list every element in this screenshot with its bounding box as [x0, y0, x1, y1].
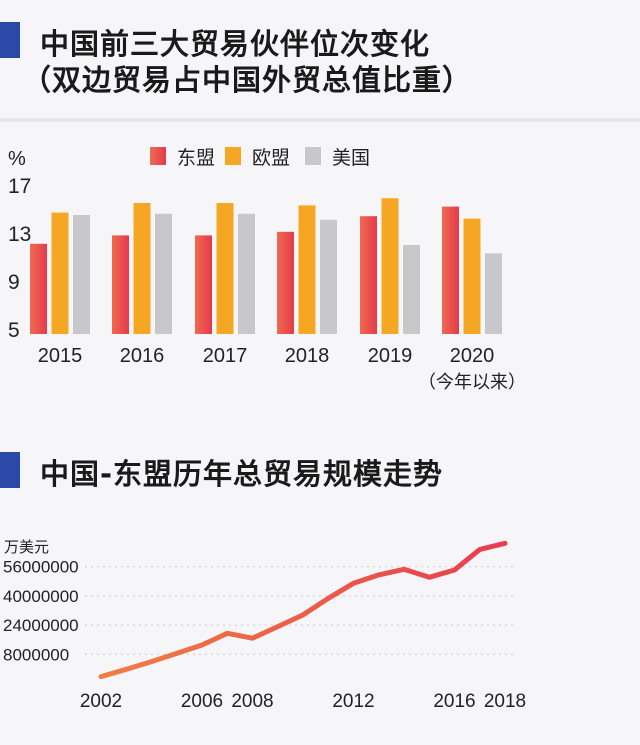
bar-chart: % 东盟 欧盟 美国 17 13 9 5 2015 2016 2017 2018 2019 2020…	[8, 147, 526, 392]
y-ticks: 56000000 40000000 24000000 8000000	[3, 558, 79, 665]
bar-2017-1	[216, 203, 234, 334]
bar-2020-2	[485, 253, 502, 334]
bar-2016-0	[112, 235, 129, 334]
y-tick-label: 8000000	[3, 645, 69, 664]
section1-title-line2: （双边贸易占中国外贸总值比重）	[22, 63, 473, 97]
x-tick-label: 2019	[368, 345, 413, 367]
bar-2019-0	[360, 216, 377, 334]
bar-2020-0	[442, 206, 459, 334]
y-tick-label: 5	[8, 319, 20, 342]
y-tick-label: 17	[8, 175, 31, 198]
gridlines	[85, 566, 513, 655]
y-tick-label: 9	[8, 271, 20, 294]
section1-title-line1: 中国前三大贸易伙伴位次变化	[40, 27, 431, 61]
x-tick-label: 2002	[80, 691, 122, 712]
y-tick-label: 24000000	[3, 616, 79, 635]
y-tick-label: 40000000	[3, 587, 79, 606]
x-tick-label: 2016	[433, 691, 475, 712]
y-axis-unit: %	[8, 148, 26, 170]
x-tick-label: 2015	[38, 345, 83, 367]
section1-marker	[0, 22, 20, 58]
divider	[0, 118, 640, 122]
section2-title: 中国-东盟历年总贸易规模走势	[40, 457, 444, 491]
bar-2019-2	[403, 245, 420, 334]
legend-label: 欧盟	[252, 147, 290, 169]
bar-2015-0	[30, 243, 47, 334]
y-axis-unit: 万美元	[4, 539, 49, 556]
x-tick-label: 2016	[120, 345, 165, 367]
bar-2019-1	[381, 198, 399, 334]
x-tick-label: 2012	[332, 691, 374, 712]
y-tick-label: 56000000	[3, 558, 79, 577]
x-tick-label: 2020	[450, 345, 495, 367]
x-tick-label: 2018	[285, 345, 330, 367]
bars	[30, 198, 502, 334]
line-series	[98, 540, 508, 680]
legend-label: 东盟	[177, 147, 215, 169]
bar-2015-1	[51, 212, 69, 334]
bar-2018-2	[320, 219, 337, 334]
x-tick-label: 2008	[231, 691, 273, 712]
bar-2015-2	[73, 215, 90, 334]
section2-marker	[0, 452, 20, 488]
bar-2018-0	[277, 231, 294, 334]
legend-swatch-1	[225, 147, 241, 165]
bar-2020-1	[463, 218, 481, 334]
bar-2018-1	[298, 205, 316, 334]
trade-line	[98, 540, 508, 680]
y-tick-label: 13	[8, 223, 31, 246]
bar-2017-0	[195, 235, 212, 334]
bar-2016-1	[133, 203, 151, 334]
bar-2017-2	[238, 213, 255, 334]
x-ticks: 2002 2006 2008 2012 2016 2018	[80, 691, 526, 712]
legend-label: 美国	[332, 147, 370, 169]
x-tick-sublabel: （今年以来）	[418, 372, 526, 392]
legend-swatch-0	[150, 147, 166, 165]
legend: 东盟 欧盟 美国	[150, 147, 370, 169]
x-tick-label: 2006	[181, 691, 223, 712]
legend-swatch-2	[305, 147, 321, 165]
y-ticks: 17 13 9 5	[8, 175, 31, 342]
x-tick-label: 2018	[484, 691, 526, 712]
bar-2016-2	[155, 213, 172, 334]
x-labels: 2015 2016 2017 2018 2019 2020 （今年以来）	[38, 345, 526, 392]
x-tick-label: 2017	[203, 345, 248, 367]
